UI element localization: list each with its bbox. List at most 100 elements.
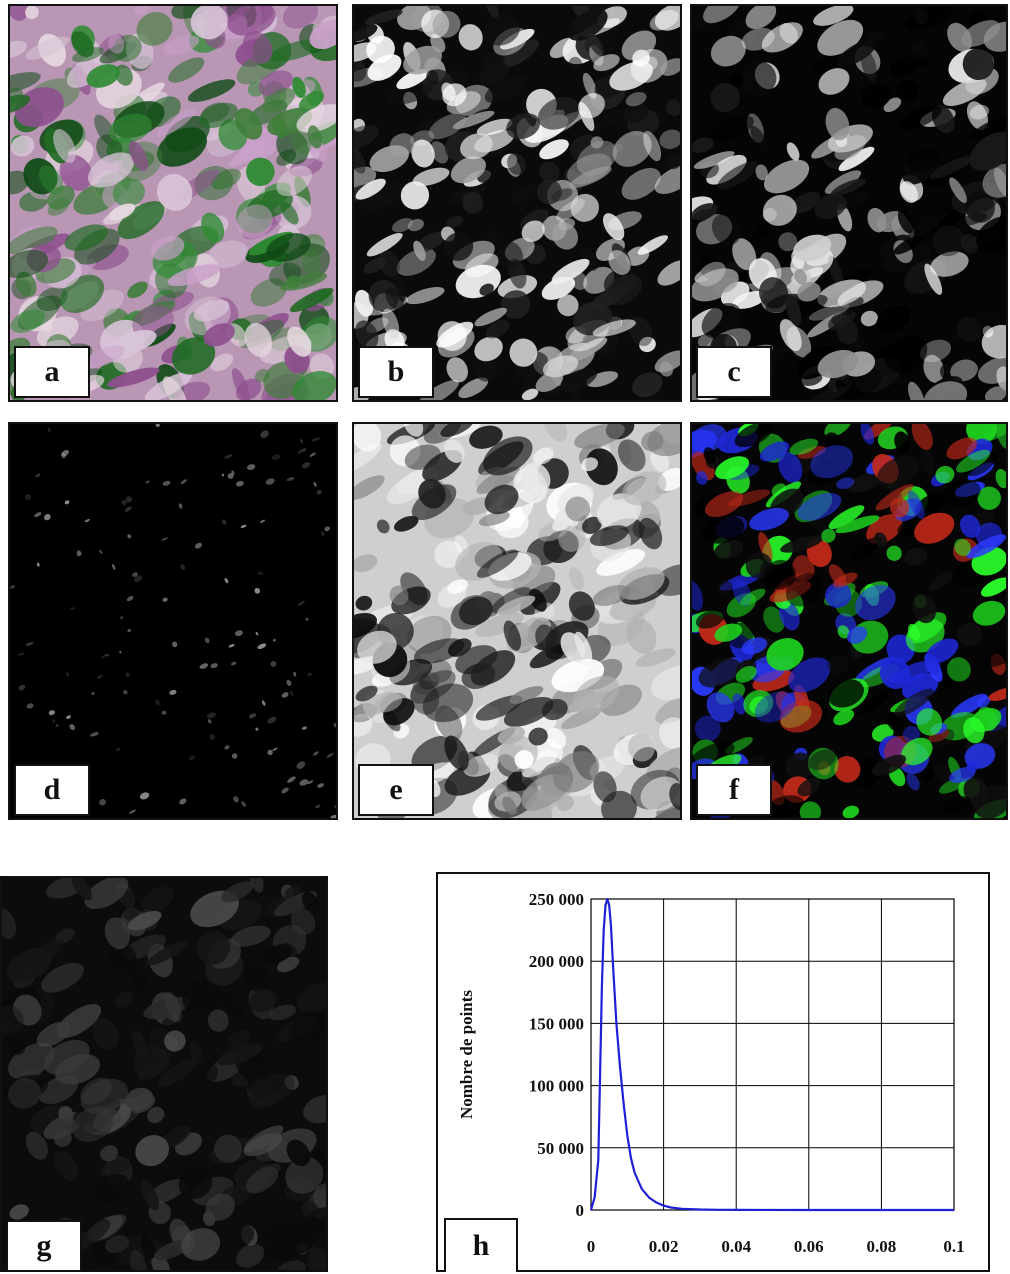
texture-blob xyxy=(355,320,379,349)
texture-blob xyxy=(413,638,465,664)
texture-blob xyxy=(901,737,933,766)
texture-blob xyxy=(246,464,256,470)
panel-d-image: d xyxy=(8,422,338,820)
texture-blob xyxy=(242,559,247,564)
texture-blob xyxy=(164,991,182,1023)
texture-blob xyxy=(232,582,242,589)
texture-blob xyxy=(191,1062,219,1086)
texture-blob xyxy=(920,769,935,781)
texture-blob xyxy=(157,127,207,167)
texture-blob xyxy=(108,941,137,974)
texture-blob xyxy=(734,424,773,448)
texture-blob xyxy=(898,105,942,131)
texture-blob xyxy=(84,878,129,910)
texture-blob xyxy=(307,125,322,149)
texture-blob xyxy=(779,699,823,733)
texture-blob xyxy=(267,1217,305,1244)
texture-blob xyxy=(205,1193,235,1221)
texture-blob xyxy=(66,715,71,719)
x-tick-label: 0.04 xyxy=(721,1237,751,1256)
panel-e-texture xyxy=(354,424,680,818)
texture-blob xyxy=(405,287,445,305)
texture-blob xyxy=(230,925,271,947)
texture-blob xyxy=(227,1029,250,1049)
panel-a-texture xyxy=(10,6,336,400)
texture-blob xyxy=(309,452,316,457)
texture-blob xyxy=(25,6,39,20)
texture-blob xyxy=(161,435,167,439)
texture-blob xyxy=(162,1018,177,1035)
texture-blob xyxy=(962,48,994,81)
texture-blob xyxy=(182,978,223,1014)
texture-blob xyxy=(296,761,306,769)
texture-blob xyxy=(973,784,1006,818)
texture-blob xyxy=(215,740,223,746)
texture-blob xyxy=(184,523,191,529)
texture-blob xyxy=(589,525,629,547)
texture-blob xyxy=(904,547,928,566)
texture-blob xyxy=(817,279,867,308)
texture-blob xyxy=(223,601,228,606)
texture-blob xyxy=(894,688,934,717)
texture-blob xyxy=(502,796,517,815)
texture-blob xyxy=(759,441,790,462)
texture-blob xyxy=(10,489,14,494)
texture-blob xyxy=(924,263,943,295)
texture-blob xyxy=(250,278,287,307)
texture-blob xyxy=(612,131,652,167)
texture-blob xyxy=(160,1125,191,1149)
texture-blob xyxy=(243,1133,283,1157)
texture-blob xyxy=(194,542,203,549)
texture-blob xyxy=(808,303,850,321)
texture-blob xyxy=(451,180,488,204)
texture-blob xyxy=(119,616,124,620)
texture-blob xyxy=(817,349,859,379)
texture-blob xyxy=(491,587,531,614)
texture-blob xyxy=(762,207,777,222)
texture-blob xyxy=(871,754,907,777)
texture-blob xyxy=(698,658,742,688)
texture-blob xyxy=(108,203,136,221)
texture-blob xyxy=(18,744,26,750)
texture-blob xyxy=(18,684,26,691)
texture-blob xyxy=(91,691,95,696)
texture-blob xyxy=(210,663,218,669)
texture-blob xyxy=(272,747,278,752)
texture-blob xyxy=(432,10,461,38)
texture-blob xyxy=(374,693,403,713)
texture-blob xyxy=(309,19,336,50)
texture-blob xyxy=(108,330,157,356)
texture-blob xyxy=(710,83,740,113)
texture-blob xyxy=(54,1151,79,1182)
texture-blob xyxy=(923,381,968,400)
texture-blob xyxy=(908,623,921,641)
texture-blob xyxy=(126,596,134,602)
texture-blob xyxy=(217,1043,263,1066)
texture-blob xyxy=(582,72,597,99)
texture-blob xyxy=(70,482,76,487)
texture-blob xyxy=(301,892,317,909)
texture-blob xyxy=(797,492,842,521)
texture-blob xyxy=(241,801,246,807)
texture-blob xyxy=(145,480,150,484)
texture-blob xyxy=(711,213,741,246)
texture-blob xyxy=(483,436,533,476)
texture-blob xyxy=(324,526,331,532)
texture-blob xyxy=(410,680,440,715)
texture-blob xyxy=(47,185,75,210)
texture-blob xyxy=(394,515,419,532)
texture-blob xyxy=(25,36,70,60)
panel-a-image: a xyxy=(8,4,338,402)
texture-blob xyxy=(930,251,969,277)
texture-blob xyxy=(758,532,773,562)
texture-blob xyxy=(730,73,743,87)
texture-blob xyxy=(55,928,75,944)
texture-blob xyxy=(858,692,890,715)
texture-blob xyxy=(886,545,902,561)
texture-blob xyxy=(875,484,914,511)
texture-blob xyxy=(151,544,159,549)
texture-blob xyxy=(156,174,193,211)
texture-blob xyxy=(330,814,336,818)
texture-blob xyxy=(249,878,264,893)
texture-blob xyxy=(765,795,805,818)
